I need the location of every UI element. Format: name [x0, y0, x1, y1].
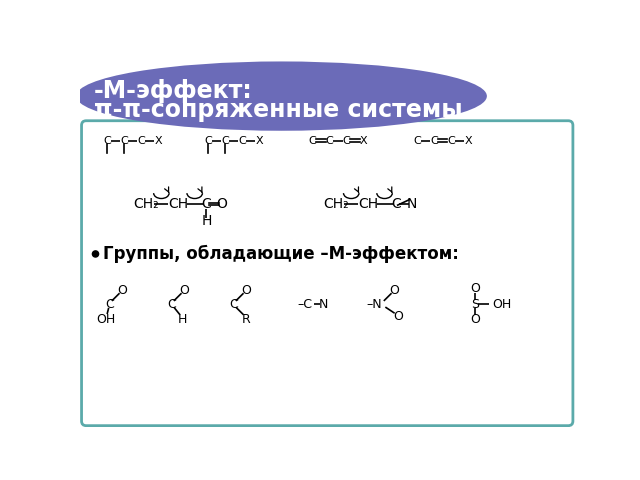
Text: C: C: [326, 136, 333, 146]
Text: O: O: [241, 284, 251, 297]
Text: O: O: [216, 197, 227, 211]
Text: X: X: [360, 136, 367, 146]
Text: N: N: [406, 197, 417, 211]
Text: C: C: [221, 136, 229, 146]
Text: X: X: [255, 136, 263, 146]
Text: C: C: [202, 197, 211, 211]
Text: C: C: [447, 136, 455, 146]
Text: C: C: [138, 136, 145, 146]
Text: C: C: [391, 197, 401, 211]
Text: CH₂: CH₂: [323, 197, 349, 211]
Text: X: X: [154, 136, 162, 146]
Ellipse shape: [76, 61, 487, 131]
Text: R: R: [241, 313, 250, 326]
Text: O: O: [470, 282, 480, 295]
Text: CH: CH: [358, 197, 378, 211]
Text: X: X: [465, 136, 472, 146]
Text: O: O: [117, 284, 127, 297]
Text: C: C: [413, 136, 421, 146]
Text: H: H: [178, 313, 187, 326]
Text: –C: –C: [297, 298, 312, 311]
Text: C: C: [308, 136, 316, 146]
Text: C: C: [229, 298, 238, 311]
Text: OH: OH: [492, 298, 511, 311]
Circle shape: [92, 251, 99, 257]
FancyBboxPatch shape: [81, 121, 573, 426]
Text: S: S: [471, 298, 479, 311]
Text: C: C: [238, 136, 246, 146]
Text: H: H: [201, 214, 211, 228]
Text: CH: CH: [168, 197, 189, 211]
Text: O: O: [179, 284, 189, 297]
Text: O: O: [470, 313, 480, 326]
Text: -М-эффект:: -М-эффект:: [94, 79, 253, 103]
Text: π-π-сопряженные системы: π-π-сопряженные системы: [94, 97, 463, 121]
Text: –N: –N: [367, 298, 382, 311]
Text: CH₂: CH₂: [133, 197, 159, 211]
Text: O: O: [393, 310, 403, 323]
Text: C: C: [204, 136, 212, 146]
Text: C: C: [167, 298, 176, 311]
Text: O: O: [390, 284, 399, 297]
Text: C: C: [120, 136, 128, 146]
Text: C: C: [343, 136, 351, 146]
Text: C: C: [105, 298, 114, 311]
Text: C: C: [430, 136, 438, 146]
Text: Группы, обладающие –М-эффектом:: Группы, обладающие –М-эффектом:: [103, 245, 459, 263]
Text: C: C: [103, 136, 111, 146]
Text: N: N: [319, 298, 328, 311]
Text: OH: OH: [97, 313, 116, 326]
